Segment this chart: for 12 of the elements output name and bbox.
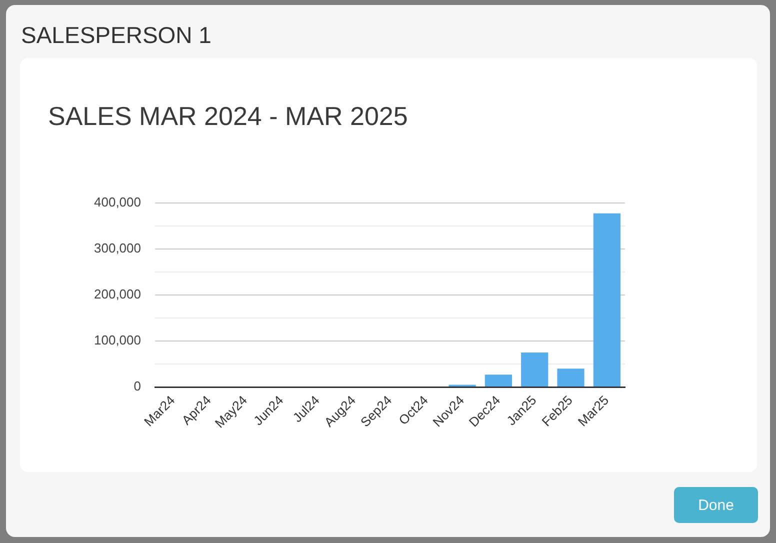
chart-title: SALES MAR 2024 - MAR 2025 [48,100,408,132]
bar [593,213,620,386]
y-tick-label: 100,000 [94,332,141,348]
bar [521,352,548,386]
y-tick-label: 300,000 [94,240,141,256]
y-tick-label: 0 [134,378,141,394]
button[interactable]: Done [674,487,758,523]
y-tick-label: 200,000 [94,286,141,302]
y-tick-label: 400,000 [94,194,141,210]
bar [484,374,512,386]
bar [557,368,584,386]
text: SALESPERSON 1 [21,21,212,50]
